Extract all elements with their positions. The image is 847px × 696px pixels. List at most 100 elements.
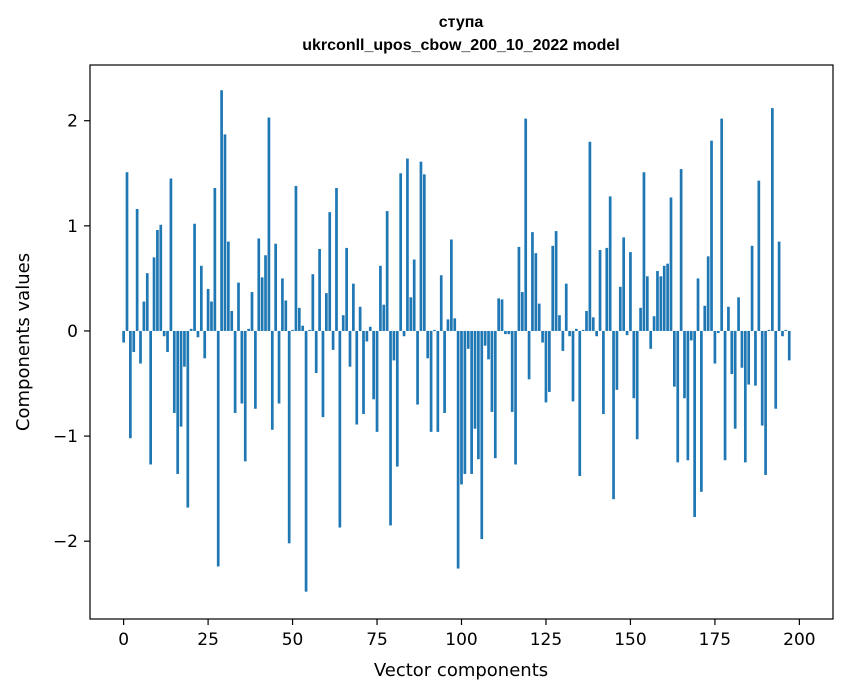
bar-component-144 <box>608 196 612 331</box>
bar-component-56 <box>311 274 315 331</box>
bar-component-163 <box>673 330 676 387</box>
bar-component-145 <box>612 330 615 500</box>
y-tick-label: 1 <box>67 217 78 237</box>
bar-component-194 <box>777 241 781 331</box>
bar-component-83 <box>402 330 406 337</box>
bar-component-71 <box>362 330 365 415</box>
plot-frame <box>89 64 834 620</box>
bar-component-67 <box>348 330 352 367</box>
bar-component-70 <box>358 306 362 331</box>
bar-component-29 <box>220 90 223 331</box>
y-tick-label: −1 <box>53 427 78 447</box>
bar-component-137 <box>585 310 588 331</box>
bar-component-52 <box>297 307 301 331</box>
chart-subtitle: ukrconll_upos_cbow_200_10_2022 model <box>302 37 619 54</box>
bar-component-44 <box>270 330 274 430</box>
bar-component-177 <box>720 118 724 331</box>
bar-component-105 <box>477 330 480 460</box>
bar-component-93 <box>436 330 440 432</box>
bar-component-178 <box>723 330 727 461</box>
bar-component-62 <box>331 330 335 350</box>
bar-component-18 <box>183 330 186 367</box>
bar-component-181 <box>733 330 737 429</box>
bar-component-97 <box>450 239 453 331</box>
bar-component-117 <box>517 246 521 331</box>
bar-component-102 <box>466 330 470 349</box>
bar-component-22 <box>196 330 200 338</box>
bar-component-184 <box>743 330 747 463</box>
bar-component-49 <box>287 330 291 544</box>
x-axis-ticks: 0 25 50 75 100 125 150 175 200 <box>118 619 816 650</box>
bar-component-135 <box>578 330 582 477</box>
bar-component-13 <box>166 330 169 352</box>
bar-component-21 <box>193 223 196 331</box>
bar-component-33 <box>233 330 237 413</box>
bar-component-159 <box>659 276 663 331</box>
bars-group <box>122 90 791 592</box>
bar-component-78 <box>385 211 389 331</box>
x-tick-label: 0 <box>118 630 129 650</box>
bar-component-61 <box>328 212 332 331</box>
bar-component-116 <box>514 330 517 465</box>
bar-component-143 <box>605 247 609 331</box>
bar-component-167 <box>686 330 690 461</box>
bar-component-51 <box>294 185 298 331</box>
bar-component-138 <box>588 141 592 331</box>
bar-component-149 <box>625 330 629 336</box>
bar-component-147 <box>618 286 622 331</box>
bar-component-88 <box>419 161 423 331</box>
bar-component-139 <box>591 317 595 331</box>
bar-component-106 <box>480 330 484 540</box>
bar-component-36 <box>243 330 247 462</box>
x-axis-label: Vector components <box>374 660 548 681</box>
bar-component-9 <box>152 257 156 331</box>
bar-component-24 <box>203 330 207 359</box>
bar-component-182 <box>737 297 740 331</box>
bar-component-63 <box>335 187 338 331</box>
bar-component-166 <box>683 330 686 399</box>
bar-component-37 <box>247 328 250 331</box>
bar-component-80 <box>392 330 396 361</box>
bar-component-191 <box>767 329 771 331</box>
bar-component-197 <box>787 330 791 361</box>
bar-component-15 <box>172 330 176 413</box>
bar-component-169 <box>693 330 696 518</box>
bar-component-57 <box>314 330 318 374</box>
bar-component-132 <box>568 330 571 337</box>
bar-component-7 <box>145 273 149 331</box>
bar-component-154 <box>642 172 646 331</box>
bar-component-161 <box>666 263 669 331</box>
bar-component-12 <box>162 330 166 337</box>
bar-component-118 <box>520 292 524 331</box>
bar-component-119 <box>524 118 528 331</box>
bar-component-175 <box>713 330 717 364</box>
bar-component-187 <box>754 330 757 386</box>
bar-component-23 <box>199 265 203 331</box>
bar-component-101 <box>463 330 467 474</box>
bar-component-90 <box>426 330 430 359</box>
bar-component-126 <box>548 330 551 392</box>
bar-component-123 <box>537 303 541 331</box>
bar-component-150 <box>629 252 632 331</box>
x-tick-label: 150 <box>614 630 646 650</box>
bar-component-35 <box>240 330 244 404</box>
bar-component-103 <box>470 330 473 474</box>
y-tick-label: 2 <box>67 112 78 132</box>
bar-component-27 <box>213 187 217 331</box>
bar-component-176 <box>716 330 720 334</box>
bar-component-69 <box>355 330 359 425</box>
y-tick-label: −2 <box>53 532 78 552</box>
bar-component-165 <box>679 169 683 331</box>
bar-component-134 <box>575 328 578 331</box>
bar-component-160 <box>662 265 666 331</box>
bar-component-124 <box>541 330 544 343</box>
bar-component-31 <box>227 241 230 331</box>
bar-component-65 <box>341 315 345 331</box>
bar-component-94 <box>439 275 443 331</box>
bar-component-168 <box>689 330 693 341</box>
bar-component-11 <box>159 224 163 331</box>
chart-title: ступа <box>439 14 484 31</box>
bar-component-180 <box>730 330 734 375</box>
